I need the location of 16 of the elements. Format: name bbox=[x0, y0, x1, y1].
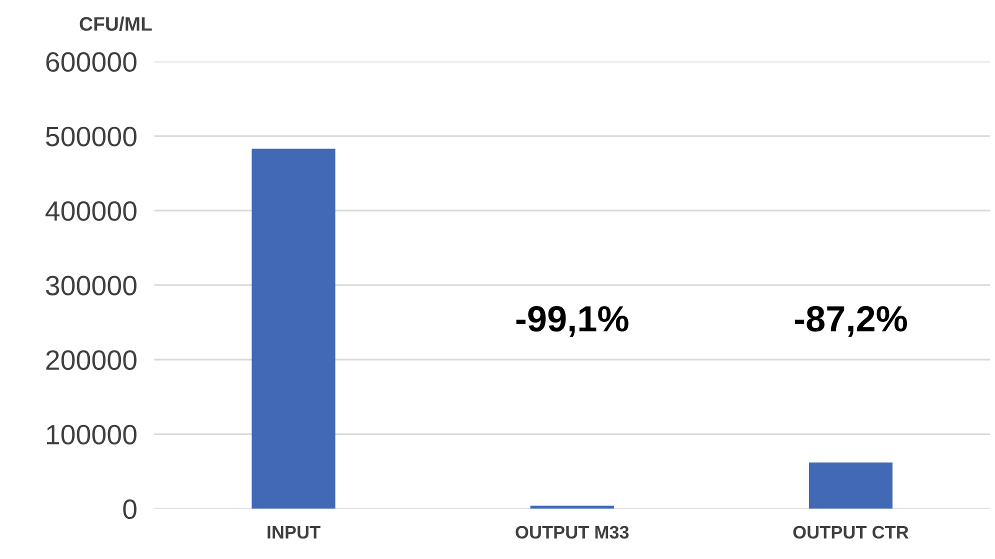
y-tick-label: 500000 bbox=[46, 126, 136, 146]
bar bbox=[808, 462, 893, 509]
x-tick-label: INPUT bbox=[268, 526, 320, 539]
x-tick-label: OUTPUT M33 bbox=[516, 526, 629, 539]
y-tick-label: 300000 bbox=[46, 276, 136, 296]
y-tick-label: 0 bbox=[123, 499, 136, 520]
bar bbox=[252, 148, 336, 509]
y-axis-title: CFU/ML bbox=[80, 16, 152, 32]
y-tick-label: 600000 bbox=[46, 52, 136, 72]
y-tick-label: 400000 bbox=[46, 201, 136, 221]
y-tick-label: 200000 bbox=[46, 350, 136, 370]
annotation: -87,2% bbox=[794, 306, 907, 337]
x-tick-label: OUTPUT CTR bbox=[793, 526, 909, 539]
annotation: -99,1% bbox=[516, 306, 628, 337]
y-tick-label: 100000 bbox=[46, 424, 136, 444]
bar bbox=[530, 506, 614, 509]
